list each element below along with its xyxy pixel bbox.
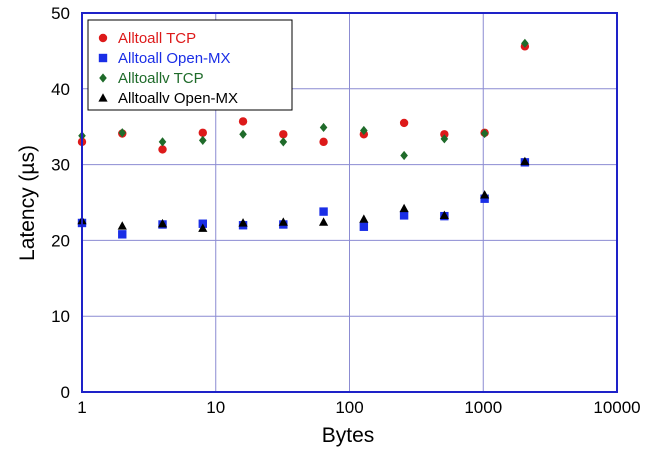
data-point xyxy=(480,128,489,139)
y-axis-ticks: 0 10 20 30 40 50 xyxy=(51,4,70,402)
data-point xyxy=(480,194,489,203)
legend-entry-label: Alltoall TCP xyxy=(118,30,196,47)
data-point xyxy=(399,203,409,213)
data-point xyxy=(198,128,207,137)
data-point xyxy=(278,217,288,226)
data-point xyxy=(238,218,248,227)
legend-marker xyxy=(98,53,108,63)
data-point xyxy=(399,118,409,128)
legend: Alltoall TCP Alltoall Open-MX Alltoallv TC… xyxy=(87,19,293,111)
data-point xyxy=(158,137,167,147)
data-point xyxy=(157,218,168,228)
y-tick-label: 30 xyxy=(51,156,70,175)
data-point xyxy=(319,137,328,147)
data-point xyxy=(319,207,328,216)
legend-marker xyxy=(99,73,107,83)
x-tick-label: 100 xyxy=(335,398,363,417)
legend-entry-label: Alltoallv Open-MX xyxy=(118,90,238,107)
data-point xyxy=(360,125,368,136)
x-tick-label: 10000 xyxy=(593,398,640,417)
data-point xyxy=(400,150,408,161)
data-point xyxy=(439,210,449,219)
data-point xyxy=(319,122,328,133)
data-point xyxy=(239,129,247,139)
series-2 xyxy=(78,38,529,161)
x-axis-label: Bytes xyxy=(322,424,375,447)
plot-frame xyxy=(81,12,618,393)
data-point xyxy=(118,128,127,138)
y-tick-label: 20 xyxy=(51,231,70,250)
x-tick-label: 10 xyxy=(206,398,225,417)
legend-marker xyxy=(98,93,108,102)
data-point xyxy=(440,134,449,144)
data-point xyxy=(198,223,208,232)
y-tick-label: 50 xyxy=(51,4,70,23)
data-point xyxy=(359,214,369,223)
y-tick-label: 0 xyxy=(61,383,70,402)
data-point xyxy=(279,137,288,147)
data-point xyxy=(399,211,409,220)
series-1 xyxy=(77,158,530,239)
data-point xyxy=(198,135,207,145)
y-tick-label: 10 xyxy=(51,307,70,326)
data-point xyxy=(521,38,529,48)
x-tick-label: 1000 xyxy=(464,398,502,417)
data-point xyxy=(118,230,127,239)
y-tick-label: 40 xyxy=(51,80,70,99)
legend-entry-label: Alltoall Open-MX xyxy=(118,50,231,67)
data-point xyxy=(117,221,127,230)
legend-entry-label: Alltoallv TCP xyxy=(118,70,204,87)
series-3 xyxy=(77,156,530,232)
legend-marker xyxy=(98,33,108,43)
y-axis-label: Latency (µs) xyxy=(16,145,39,261)
data-point xyxy=(359,222,369,231)
data-point xyxy=(520,156,530,166)
data-point xyxy=(480,190,490,199)
data-point xyxy=(318,217,329,226)
x-tick-label: 1 xyxy=(77,398,86,417)
data-point xyxy=(158,145,167,154)
x-axis-ticks: 1 10 100 1000 10000 xyxy=(77,398,640,417)
legend-box xyxy=(87,19,293,111)
data-point xyxy=(238,117,248,126)
data-point xyxy=(279,130,288,139)
